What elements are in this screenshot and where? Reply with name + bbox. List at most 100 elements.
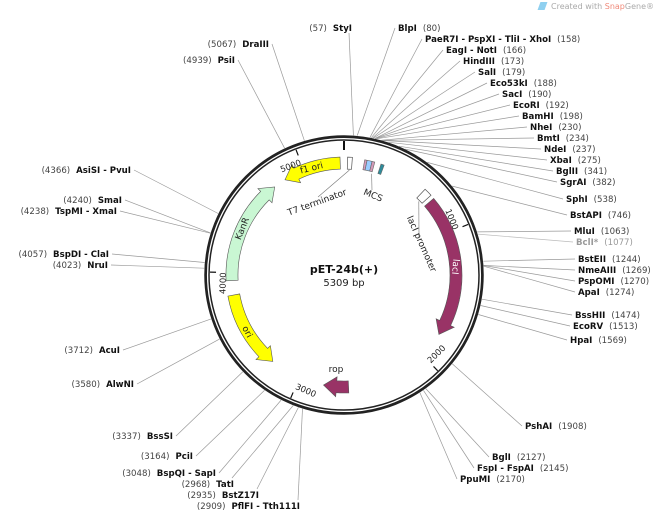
enzyme-site-label[interactable]: NmeAIII (1269) [578,266,651,276]
backbone-ring [204,135,484,415]
enzyme-site-label[interactable]: EagI - NotI (166) [446,46,526,56]
enzyme-site-label[interactable]: (3164) PciI [141,452,193,462]
feature-mcs-part[interactable] [369,161,376,173]
enzyme-leader-line [451,363,523,427]
enzyme-leader-line [425,388,490,458]
enzyme-leader-line [373,71,476,139]
enzyme-site-label[interactable]: HpaI (1569) [570,336,627,346]
enzyme-name: NmeAIII [578,266,616,276]
enzyme-site-label[interactable]: NheI (230) [530,123,581,133]
enzyme-site-label[interactable]: Eco53kI (188) [490,79,557,89]
enzyme-site-label[interactable]: (4057) BspDI - ClaI [18,250,109,260]
enzyme-site-label[interactable]: BstAPI (746) [570,211,631,221]
enzyme-leader-line [480,305,571,327]
enzyme-name: BstEII [578,255,606,265]
enzyme-leader-line [427,162,564,200]
enzyme-site-label[interactable]: SalI (179) [478,68,525,78]
enzyme-site-label[interactable]: (4240) SmaI [63,196,122,206]
enzyme-site-label[interactable]: NdeI (237) [544,145,595,155]
enzyme-position: (188) [534,79,557,89]
enzyme-name: FspI - FspAI [477,464,534,474]
enzyme-site-label[interactable]: (57) StyI [309,24,352,34]
enzyme-name: PspOMI [578,277,614,287]
enzyme-site-label[interactable]: SgrAI (382) [560,178,616,188]
enzyme-leader-line [369,38,423,138]
enzyme-site-label[interactable]: EcoRV (1513) [573,322,638,332]
enzyme-leader-line [483,265,576,282]
enzyme-site-label[interactable]: ApaI (1274) [578,288,634,298]
feature-t7-terminator-box[interactable] [346,156,353,170]
enzyme-site-label[interactable]: BclI* (1077) [576,238,633,248]
enzyme-site-label[interactable]: (2935) BstZ17I [187,491,259,501]
enzyme-site-label[interactable]: PspOMI (1270) [578,277,649,287]
enzyme-site-label[interactable]: PaeR7I - PspXI - TliI - XhoI (158) [425,35,580,45]
enzyme-name: BclI* [576,238,599,248]
enzyme-leader-line [382,140,542,150]
enzyme-site-label[interactable]: (3048) BspQI - SapI [122,469,216,479]
enzyme-position: (382) [592,178,615,188]
enzyme-site-label[interactable]: (4023) NruI [53,261,108,271]
feature-laci-arrow[interactable] [424,197,463,335]
enzyme-leader-line [356,27,396,136]
enzyme-name: SacI [502,90,522,100]
enzyme-leader-line [256,407,299,490]
enzyme-position: (2909) [197,502,226,512]
enzyme-leader-line [375,104,511,139]
enzyme-site-label[interactable]: FspI - FspAI (2145) [477,464,568,474]
enzyme-site-label[interactable]: PpuMI (2170) [460,475,525,485]
enzyme-site-label[interactable]: BmtI (234) [537,134,589,144]
enzyme-site-label[interactable]: EcoRI (192) [513,101,569,111]
enzyme-name: HpaI [570,336,592,346]
enzyme-site-label[interactable]: (4238) TspMI - XmaI [21,207,117,217]
enzyme-site-label[interactable]: BglI (2127) [492,453,545,463]
enzyme-position: (3580) [72,380,101,390]
enzyme-site-label[interactable]: (5067) DraIII [208,40,269,50]
feature-kanr-arrow[interactable] [225,186,276,282]
enzyme-name: BspDI - ClaI [53,250,109,260]
enzyme-position: (3712) [64,346,93,356]
enzyme-site-label[interactable]: (3337) BssSI [112,432,173,442]
enzyme-site-label[interactable]: XbaI (275) [550,156,601,166]
enzyme-site-label[interactable]: PshAI (1908) [525,422,587,432]
enzyme-site-label[interactable]: (3712) AcuI [64,346,120,356]
enzyme-position: (4238) [21,207,50,217]
enzyme-site-label[interactable]: (2909) PflFI - Tth111I [197,502,300,512]
enzyme-position: (234) [566,134,589,144]
enzyme-name: SmaI [98,196,122,206]
enzyme-site-label[interactable]: BssHII (1474) [575,311,640,321]
enzyme-name: ApaI [578,288,600,298]
enzyme-site-label[interactable]: BlpI (80) [398,24,441,34]
enzyme-site-label[interactable]: MluI (1063) [574,227,629,237]
enzyme-name: HindIII [463,57,495,67]
enzyme-leader-line [388,141,548,161]
enzyme-position: (3337) [112,432,141,442]
snapgene-watermark: Created with SnapGene® [537,2,654,11]
enzyme-site-label[interactable]: (4366) AsiSI - PvuI [42,166,131,176]
enzyme-leader-line [477,230,572,233]
enzyme-site-label[interactable]: BglII (341) [556,167,607,177]
enzyme-site-label[interactable]: SacI (190) [502,90,551,100]
feature-ori-arrow[interactable] [227,293,274,362]
enzyme-name: AcuI [99,346,120,356]
feature-rop-arrow[interactable] [323,376,350,398]
feature-laci-promoter-box[interactable] [416,188,432,204]
enzyme-name: XbaI [550,156,572,166]
enzyme-site-label[interactable]: (3580) AlwNI [72,380,135,390]
enzyme-site-label[interactable]: (4939) PsiI [183,56,235,66]
enzyme-name: MluI [574,227,595,237]
enzyme-site-label[interactable]: BamHI (198) [522,112,583,122]
enzyme-site-label[interactable]: (2968) TatI [182,480,234,490]
enzyme-site-label[interactable]: BstEII (1244) [578,255,641,265]
enzyme-name: EcoRV [573,322,603,332]
enzyme-name: SgrAI [560,178,586,188]
feature-f1-ori-arrow[interactable] [284,156,341,184]
enzyme-site-label[interactable]: HindIII (173) [463,57,524,67]
feature-mcs-part[interactable] [377,163,385,175]
enzyme-leader-line [297,408,303,501]
enzyme-leader-line [483,258,576,262]
feature-t7-terminator-label: T7 terminator [286,188,349,219]
watermark-brand-snap: Snap [604,2,625,11]
enzyme-site-label[interactable]: SphI (538) [566,195,617,205]
enzyme-name: BlpI [398,24,417,34]
enzyme-position: (166) [503,46,526,56]
